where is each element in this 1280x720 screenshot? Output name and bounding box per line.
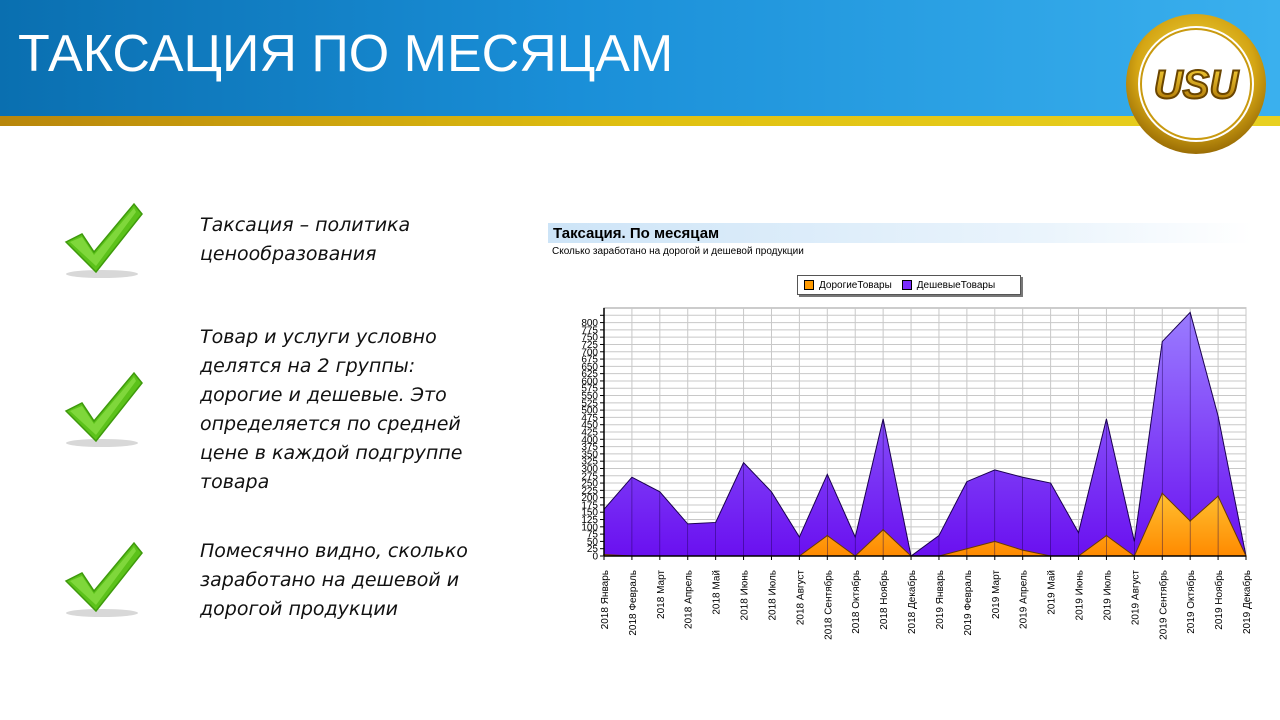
x-tick-label: 2019 Июль — [1102, 570, 1113, 621]
data-point-expensive — [1105, 534, 1108, 537]
x-tick-label: 2019 Сентябрь — [1157, 570, 1169, 640]
x-tick-label: 2018 Март — [656, 570, 667, 619]
y-tick-label: 200 — [581, 493, 598, 504]
y-tick-label: 400 — [581, 435, 598, 446]
x-tick-label: 2019 Апрель — [1019, 570, 1030, 629]
x-tick-label: 2018 Июнь — [740, 570, 751, 620]
series-area-cheap — [603, 311, 1247, 557]
chart-title: Таксация. По месяцам — [553, 225, 720, 242]
x-tick-label: 2019 Май — [1047, 570, 1058, 615]
y-tick-label: 650 — [581, 362, 598, 373]
y-tick-label: 100 — [581, 522, 598, 533]
chart-title-bar — [548, 223, 1253, 243]
y-tick-label: 150 — [581, 508, 598, 519]
y-tick-label: 575 — [581, 384, 598, 395]
chart-legend: ДорогиеТовары ДешевыеТовары — [797, 275, 1021, 295]
y-tick-label: 175 — [581, 500, 598, 511]
y-tick-label: 225 — [581, 486, 598, 497]
bullet-text-2: Товар и услуги условно делятся на 2 груп… — [200, 326, 463, 493]
y-tick-label: 500 — [581, 406, 598, 417]
usu-logo: USU — [1126, 14, 1266, 154]
page-title: ТАКСАЦИЯ ПО МЕСЯЦАМ — [18, 25, 674, 83]
legend-swatch-cheap — [901, 280, 912, 290]
logo-text: USU — [1154, 63, 1240, 107]
slide-header — [0, 0, 1280, 116]
chart-subtitle: Сколько заработано на дорогой и дешевой … — [552, 246, 804, 257]
y-tick-label: 75 — [587, 530, 599, 541]
x-tick-label: 2018 Апрель — [684, 570, 695, 629]
legend-label-expensive: ДорогиеТовары — [819, 279, 892, 291]
checkmark-icon — [64, 541, 143, 617]
y-tick-label: 525 — [581, 398, 598, 409]
legend-swatch-expensive — [804, 280, 814, 290]
y-tick-label: 725 — [581, 340, 598, 351]
y-tick-label: 125 — [581, 515, 598, 526]
y-tick-label: 0 — [592, 552, 598, 563]
x-tick-label: 2019 Январь — [935, 570, 946, 629]
y-tick-label: 700 — [581, 347, 598, 358]
x-tick-label: 2018 Октябрь — [850, 570, 862, 634]
y-tick-label: 675 — [581, 355, 598, 366]
x-tick-label: 2018 Декабрь — [906, 570, 918, 634]
x-tick-label: 2018 Январь — [600, 570, 611, 629]
y-tick-label: 550 — [581, 391, 598, 402]
bullet-text-3: Помесячно видно, сколько заработано на д… — [200, 540, 468, 620]
y-tick-label: 450 — [581, 420, 598, 431]
x-tick-label: 2018 Август — [795, 570, 806, 626]
x-tick-label: 2018 Февраль — [628, 570, 639, 636]
x-tick-label: 2018 Май — [712, 570, 723, 615]
y-tick-label: 300 — [581, 464, 598, 475]
x-tick-label: 2019 Февраль — [963, 570, 974, 636]
legend-item-expensive: ДорогиеТовары — [804, 280, 892, 291]
y-tick-label: 800 — [581, 318, 598, 329]
x-tick-label: 2019 Август — [1130, 570, 1141, 626]
y-tick-label: 50 — [587, 537, 599, 548]
x-tick-label: 2019 Март — [991, 570, 1002, 619]
bullet-text-1: Таксация – политика ценообразования — [200, 214, 411, 265]
y-tick-label: 625 — [581, 369, 598, 380]
y-tick-label: 275 — [581, 471, 598, 482]
x-tick-label: 2019 Ноябрь — [1213, 570, 1225, 630]
legend-label-cheap: ДешевыеТовары — [916, 279, 996, 291]
y-tick-label: 475 — [581, 413, 598, 424]
data-point-expensive — [826, 534, 829, 537]
header-stripe — [0, 116, 1280, 126]
data-point-expensive — [993, 540, 996, 543]
data-point-expensive — [1161, 492, 1164, 495]
y-tick-label: 25 — [587, 544, 599, 555]
y-tick-label: 250 — [581, 479, 598, 490]
y-tick-label: 750 — [581, 333, 598, 344]
data-point-expensive — [1217, 495, 1219, 497]
x-tick-label: 2018 Ноябрь — [878, 570, 890, 630]
data-point-expensive — [966, 547, 968, 550]
x-tick-label: 2019 Октябрь — [1185, 570, 1197, 634]
legend-item-cheap: ДешевыеТовары — [901, 279, 996, 291]
x-tick-label: 2018 Сентябрь — [822, 570, 834, 640]
y-tick-label: 350 — [581, 449, 598, 460]
data-point-expensive — [1021, 549, 1024, 551]
checkmark-icon — [64, 202, 143, 278]
y-tick-label: 375 — [581, 442, 598, 453]
data-point-expensive — [1189, 520, 1191, 522]
x-tick-label: 2019 Июнь — [1075, 570, 1086, 620]
y-tick-label: 775 — [581, 325, 598, 336]
y-tick-label: 325 — [581, 457, 598, 468]
x-tick-label: 2018 Июль — [767, 570, 778, 621]
x-tick-label: 2019 Декабрь — [1241, 570, 1253, 634]
y-tick-label: 425 — [581, 428, 598, 439]
checkmark-icon — [64, 371, 143, 447]
data-point-expensive — [882, 528, 884, 531]
y-tick-label: 600 — [581, 376, 598, 387]
